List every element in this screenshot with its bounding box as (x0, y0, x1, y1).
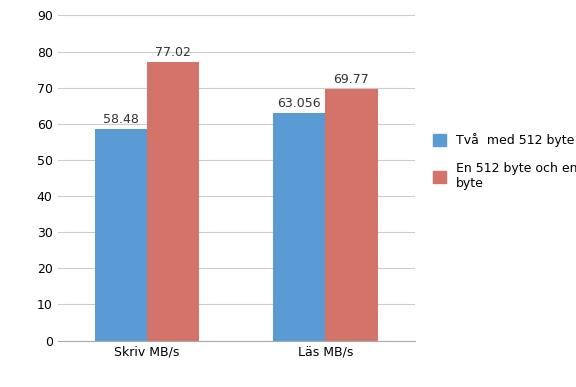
Text: 77.02: 77.02 (155, 46, 191, 60)
Bar (95, 129, 147, 341)
Bar (147, 62, 199, 341)
Legend: Två  med 512 byte, En 512 byte och en 4096
byte: Två med 512 byte, En 512 byte och en 409… (428, 128, 576, 195)
Text: 58.48: 58.48 (103, 113, 139, 127)
Bar (274, 113, 325, 341)
Text: 63.056: 63.056 (278, 97, 321, 110)
Bar (325, 89, 377, 341)
Text: 69.77: 69.77 (334, 73, 369, 86)
